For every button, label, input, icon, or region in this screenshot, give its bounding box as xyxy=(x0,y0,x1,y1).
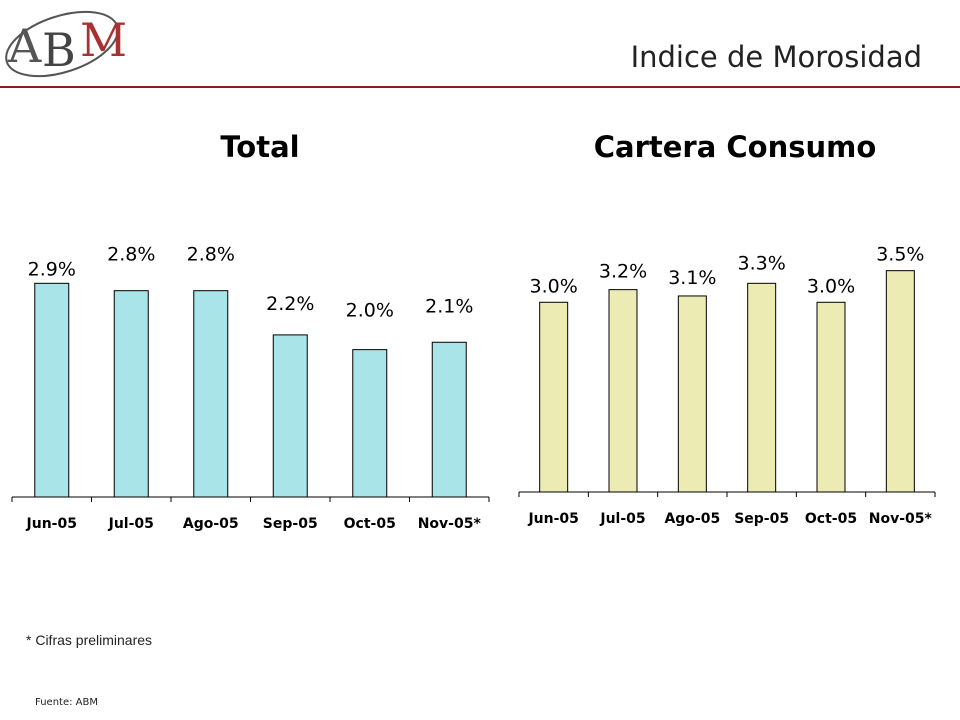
consumo-bar-Oct-05 xyxy=(816,301,846,493)
consumo-category-label: Nov-05* xyxy=(869,511,933,527)
total-bar-Ago-05 xyxy=(193,290,229,498)
consumo-data-label: 3.1% xyxy=(668,267,716,289)
consumo-category-label: Sep-05 xyxy=(734,511,789,527)
total-data-label: 2.2% xyxy=(266,293,314,315)
total-data-label: 2.9% xyxy=(28,258,76,280)
consumo-category-label: Oct-05 xyxy=(805,511,857,527)
total-bar-Jun-05 xyxy=(34,282,70,498)
svg-text:M: M xyxy=(80,13,127,67)
footnote: * Cifras preliminares xyxy=(26,632,153,648)
total-category-label: Sep-05 xyxy=(263,516,318,532)
consumo-bar-Jun-05 xyxy=(539,301,569,493)
consumo-bar-Nov-05* xyxy=(885,270,915,493)
total-data-label: 2.8% xyxy=(187,244,235,266)
consumo-category-label: Jul-05 xyxy=(599,511,645,527)
total-category-label: Oct-05 xyxy=(344,516,396,532)
consumo-data-label: 3.3% xyxy=(738,252,786,274)
total-category-label: Jul-05 xyxy=(108,516,154,532)
total-bar-Nov-05* xyxy=(431,341,467,498)
abm-logo: A B M xyxy=(5,10,127,78)
consumo-bar-Jul-05 xyxy=(608,289,638,493)
title-divider xyxy=(0,86,960,88)
total-category-label: Ago-05 xyxy=(183,516,239,532)
chart-title-total: Total xyxy=(220,130,300,164)
total-data-label: 2.0% xyxy=(346,300,394,322)
consumo-bar-Ago-05 xyxy=(677,295,707,493)
consumo-bar-Sep-05 xyxy=(747,282,777,493)
svg-text:A: A xyxy=(7,19,42,73)
consumo-data-label: 3.2% xyxy=(599,261,647,283)
slide-title: Indice de Morosidad xyxy=(630,40,922,74)
consumo-category-label: Ago-05 xyxy=(664,511,720,527)
consumo-data-label: 3.5% xyxy=(876,244,924,266)
total-category-label: Jun-05 xyxy=(26,516,77,532)
source-note: Fuente: ABM xyxy=(35,697,98,708)
svg-text:B: B xyxy=(42,23,76,77)
consumo-data-label: 3.0% xyxy=(807,275,855,297)
total-data-label: 2.1% xyxy=(425,295,473,317)
total-bar-Jul-05 xyxy=(113,290,149,498)
total-data-label: 2.8% xyxy=(107,244,155,266)
chart-title-cartera-consumo: Cartera Consumo xyxy=(593,130,877,164)
consumo-category-label: Jun-05 xyxy=(527,511,578,527)
total-bar-Oct-05 xyxy=(352,349,388,498)
consumo-data-label: 3.0% xyxy=(530,275,578,297)
total-category-label: Nov-05* xyxy=(418,516,482,532)
total-bar-Sep-05 xyxy=(272,334,308,498)
